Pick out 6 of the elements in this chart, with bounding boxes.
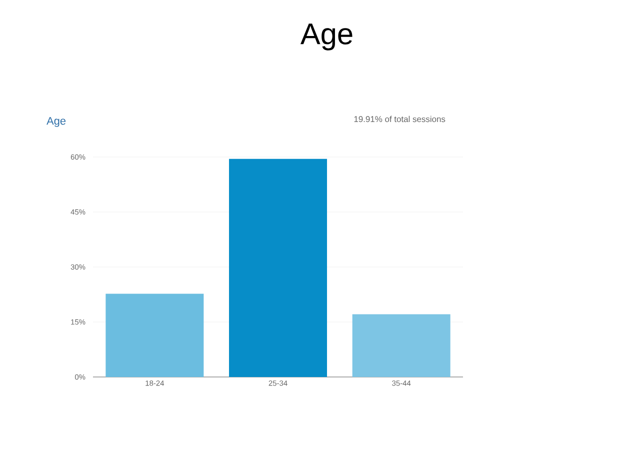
bar <box>106 294 204 377</box>
bar <box>229 158 328 377</box>
chart-subtitle: Age <box>46 117 66 127</box>
text: 19.91% of total sessions <box>354 116 446 122</box>
bar <box>352 314 450 377</box>
chart-title: Age <box>300 24 352 50</box>
